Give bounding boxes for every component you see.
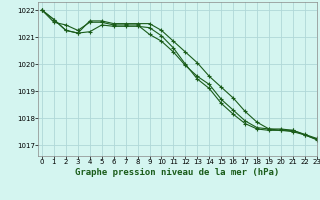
X-axis label: Graphe pression niveau de la mer (hPa): Graphe pression niveau de la mer (hPa) xyxy=(76,168,280,177)
